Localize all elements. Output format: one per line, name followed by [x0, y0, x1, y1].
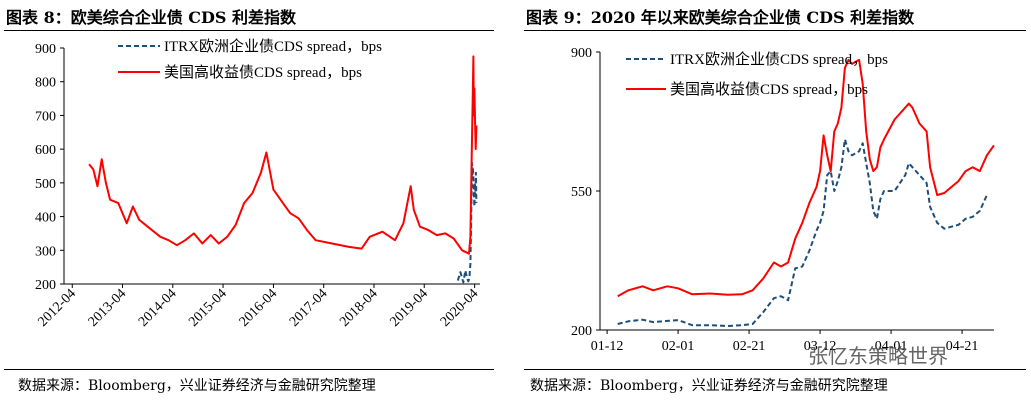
y-tick-label: 550 — [571, 185, 592, 200]
x-tick-label: 2017-04 — [287, 286, 331, 330]
legend-label: 美国高收益债CDS spread，bps — [670, 81, 868, 98]
x-tick-label: 2014-04 — [136, 286, 180, 330]
chart-9: 200 550 900 01-12 02-01 02-21 03-12 04-01 04-21 I… — [571, 46, 995, 354]
y-tick-label: 200 — [571, 324, 592, 339]
y-tick-label: 400 — [35, 211, 56, 226]
y-tick-label: 600 — [35, 143, 56, 158]
x-tick-label: 02-21 — [733, 339, 766, 354]
y-tick-label: 800 — [35, 76, 56, 91]
y-tick-label: 300 — [35, 244, 56, 259]
x-tick-label: 03-12 — [804, 339, 837, 354]
y-tick-label: 900 — [35, 42, 56, 57]
watermark: 张忆东策略世界 — [808, 344, 948, 368]
x-tick-label: 04-21 — [946, 339, 979, 354]
figure-8-source-rule — [4, 369, 494, 370]
figure-8-title-rule — [4, 30, 494, 31]
series-line-us-hy — [88, 55, 478, 255]
x-tick-label: 01-12 — [591, 339, 624, 354]
x-tick-label: 2018-04 — [337, 286, 381, 330]
figure-8-title: 图表 8：欧美综合企业债 CDS 利差指数 — [6, 8, 297, 27]
series-line-itrx — [617, 138, 988, 327]
figure-9-title: 图表 9：2020 年以来欧美综合企业债 CDS 利差指数 — [526, 8, 915, 27]
x-tick-label: 2013-04 — [86, 286, 130, 330]
legend-label: 美国高收益债CDS spread，bps — [164, 64, 362, 81]
y-tick-label: 900 — [571, 46, 592, 61]
figure-9-title-rule — [524, 30, 1026, 31]
x-tick-label: 2019-04 — [387, 286, 431, 330]
y-tick-label: 700 — [35, 109, 56, 124]
x-tick-label: 2020-04 — [438, 286, 482, 330]
x-tick-label: 02-01 — [662, 339, 695, 354]
y-tick-label: 500 — [35, 177, 56, 192]
legend-label: ITRX欧洲企业债CDS spread，bps — [164, 37, 382, 55]
figure-9-source-rule — [524, 369, 1026, 370]
figure-9-source: 数据来源：Bloomberg，兴业证券经济与金融研究院整理 — [530, 378, 888, 394]
y-tick-label: 200 — [35, 278, 56, 293]
legend-label: ITRX欧洲企业债CDS spread，bps — [670, 50, 888, 68]
x-tick-label: 2016-04 — [237, 286, 281, 330]
x-tick-label: 2015-04 — [186, 286, 230, 330]
series-line-itrx — [456, 161, 478, 284]
x-tick-label: 04-01 — [875, 339, 908, 354]
figure-8-source: 数据来源：Bloomberg，兴业证券经济与金融研究院整理 — [18, 378, 376, 394]
series-line-us-hy — [617, 58, 995, 298]
